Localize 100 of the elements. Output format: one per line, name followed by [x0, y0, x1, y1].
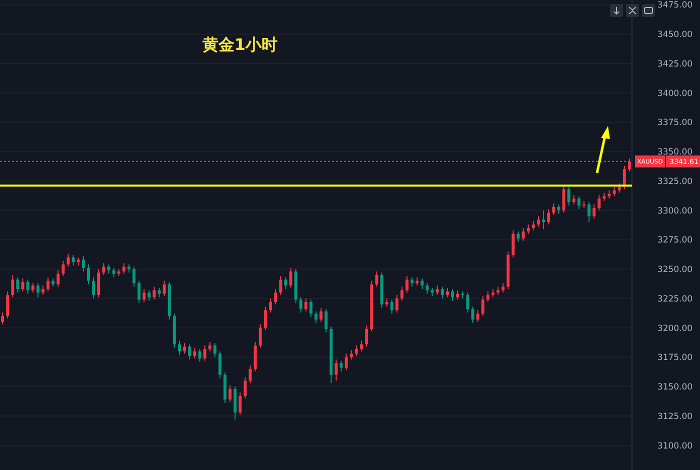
candlestick — [395, 294, 398, 314]
candlestick — [107, 264, 110, 274]
candlestick — [218, 350, 222, 379]
y-tick-label: 3100.00 — [657, 441, 693, 452]
candlestick — [299, 296, 302, 314]
candlestick — [324, 308, 328, 334]
candlestick — [451, 288, 454, 302]
candlestick — [82, 256, 85, 272]
candlestick — [1, 312, 4, 325]
y-tick-label: 3350.00 — [657, 148, 693, 158]
candlestick — [572, 194, 576, 205]
y-tick-label: 3325.00 — [657, 176, 693, 187]
candlestick — [618, 182, 621, 194]
candlestick — [274, 288, 278, 305]
candlestick — [36, 282, 40, 298]
candlestick — [268, 298, 272, 314]
candlestick — [213, 342, 216, 358]
candlestick — [360, 340, 364, 352]
candlestick — [46, 276, 50, 292]
candlestick — [284, 276, 288, 290]
y-tick-label: 3425.00 — [657, 59, 693, 70]
candlestick — [92, 276, 96, 299]
text: 黄金1小时 — [201, 35, 278, 54]
candlestick — [244, 376, 247, 399]
candlestick — [320, 307, 323, 322]
y-tick-label: 3175.00 — [657, 353, 693, 364]
candlestick — [254, 341, 257, 372]
candlestick — [41, 285, 44, 296]
y-tick-label: 3400.00 — [657, 88, 693, 99]
candlestick — [547, 208, 550, 225]
candlestick — [446, 287, 449, 298]
candlestick — [536, 216, 540, 228]
candlestick — [471, 306, 474, 324]
candlestick — [178, 340, 181, 356]
candlestick — [162, 280, 166, 297]
candlestick — [502, 282, 505, 294]
candlestick — [314, 310, 318, 324]
candlestick — [577, 196, 580, 210]
candlestick — [56, 270, 60, 288]
candlestick — [354, 344, 358, 357]
candlestick — [158, 287, 161, 298]
candlestick — [152, 286, 156, 300]
y-tick-label: 3450.00 — [657, 30, 693, 40]
candlestick — [516, 230, 520, 243]
candlestick — [122, 262, 126, 274]
candlestick — [62, 260, 65, 277]
candlestick — [193, 347, 196, 359]
candlestick — [198, 348, 202, 362]
candlestick — [512, 230, 515, 258]
candlestick — [486, 290, 490, 302]
candlestick — [102, 262, 106, 276]
candlestick — [592, 204, 596, 220]
candlestick — [26, 279, 30, 294]
candlestick — [420, 278, 424, 290]
candlestick — [350, 350, 353, 360]
candlestick — [142, 288, 146, 302]
candlestick — [132, 266, 136, 288]
candlestick — [66, 253, 70, 268]
y-tick-label: 3300.00 — [657, 206, 693, 216]
candlestick — [234, 386, 237, 420]
candlestick — [522, 227, 525, 242]
candlestick — [86, 264, 90, 285]
candlestick — [542, 210, 546, 230]
candlestick — [436, 285, 439, 296]
candlestick — [238, 392, 242, 416]
y-tick-label: 3275.00 — [657, 236, 693, 246]
y-tick-label: 3475.00 — [657, 0, 693, 11]
candlestick — [562, 185, 566, 214]
candlestick — [289, 267, 292, 288]
candlestick — [476, 310, 480, 322]
candlestick — [344, 353, 348, 371]
candlestick — [16, 276, 20, 294]
candlestick — [567, 186, 570, 206]
candlestick — [21, 278, 24, 292]
y-tick-label: 3375.00 — [657, 118, 693, 128]
candlestick — [456, 290, 460, 300]
candlestick — [390, 299, 394, 314]
y-tick-label: 3150.00 — [657, 382, 693, 393]
candlestick — [138, 280, 141, 304]
candlestick — [31, 282, 34, 294]
candlestick — [410, 276, 414, 288]
candlestick — [264, 306, 267, 331]
candlestick — [552, 202, 556, 216]
y-tick-label: 3125.00 — [657, 412, 693, 422]
candlestick — [481, 296, 484, 317]
candlestick — [365, 324, 368, 348]
candlestick — [400, 286, 404, 302]
candlestick — [112, 267, 116, 278]
candlestick — [208, 341, 212, 352]
candlestick — [72, 254, 75, 266]
candlestick — [612, 186, 616, 197]
candlestick — [248, 364, 252, 384]
candlestick — [11, 274, 14, 298]
candlestick — [279, 276, 282, 296]
y-tick-label: 3200.00 — [657, 324, 693, 334]
candlestick — [598, 194, 601, 211]
candlestick — [228, 384, 232, 402]
candlestick — [6, 290, 10, 319]
candlestick — [340, 360, 343, 372]
y-tick-label: 3225.00 — [657, 294, 693, 304]
